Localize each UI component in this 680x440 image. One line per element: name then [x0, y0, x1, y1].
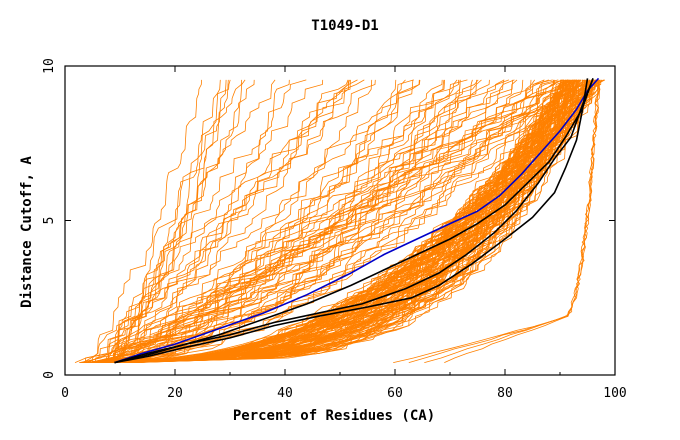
model-curve [102, 79, 587, 363]
model-curve [110, 79, 406, 363]
model-curve [104, 79, 585, 363]
model-curve [107, 79, 373, 363]
x-tick-label: 80 [497, 386, 513, 401]
model-curve [111, 79, 461, 363]
model-curve [128, 79, 570, 363]
model-curve [105, 79, 351, 363]
model-curve [114, 79, 565, 363]
model-curve [106, 79, 421, 363]
x-tick-label: 100 [603, 386, 626, 401]
model-curve [126, 79, 578, 363]
model-curve [84, 79, 443, 363]
model-curves-bundle [74, 79, 606, 363]
model-curve [111, 79, 515, 363]
model-curve [99, 79, 587, 363]
model-curve [96, 79, 554, 363]
model-curve [92, 79, 246, 363]
model-curve [84, 79, 445, 363]
model-curve [424, 79, 601, 363]
model-curve [393, 79, 601, 363]
x-tick-label: 0 [61, 386, 69, 401]
x-axis-label: Percent of Residues (CA) [233, 408, 435, 424]
model-curve [124, 79, 524, 363]
model-curve [90, 79, 599, 363]
highlighted-curve [114, 78, 594, 364]
x-tick-label: 40 [277, 386, 293, 401]
model-curve [101, 79, 579, 363]
axis-ticks: 0 20 40 60 80 100 0 5 10 [42, 58, 627, 401]
y-tick-label: 10 [42, 58, 57, 74]
model-curve [101, 79, 577, 363]
chart-title: T1049-D1 [311, 18, 378, 34]
model-curve [120, 79, 589, 363]
model-curve [94, 79, 358, 363]
model-curve [94, 79, 242, 363]
highlighted-curve [114, 77, 600, 364]
x-tick-label: 60 [387, 386, 403, 401]
model-curve [86, 79, 473, 363]
model-curve [84, 79, 255, 363]
model-curve [113, 79, 459, 363]
model-curve [86, 79, 229, 363]
model-curve [114, 79, 221, 363]
model-curve [121, 79, 490, 363]
model-curve [99, 79, 578, 363]
model-curve [115, 79, 556, 363]
y-tick-label: 5 [42, 217, 57, 225]
x-tick-label: 20 [167, 386, 183, 401]
model-curve [85, 79, 562, 363]
model-curve [113, 79, 231, 363]
model-curve [95, 79, 461, 363]
highlighted-curve [114, 78, 594, 364]
model-curve [88, 79, 505, 363]
model-curve [74, 79, 349, 363]
model-curve [111, 79, 564, 363]
model-curve [128, 79, 599, 363]
y-tick-label: 0 [42, 371, 57, 379]
model-curve [113, 79, 324, 363]
model-curve [109, 79, 594, 363]
highlighted-curve [114, 78, 589, 364]
model-curve [79, 79, 564, 363]
model-curve [91, 79, 202, 363]
model-curve [108, 79, 545, 363]
y-axis-label: Distance Cutoff, A [19, 156, 35, 308]
model-curve [114, 79, 577, 363]
highlighted-curves [114, 77, 600, 364]
